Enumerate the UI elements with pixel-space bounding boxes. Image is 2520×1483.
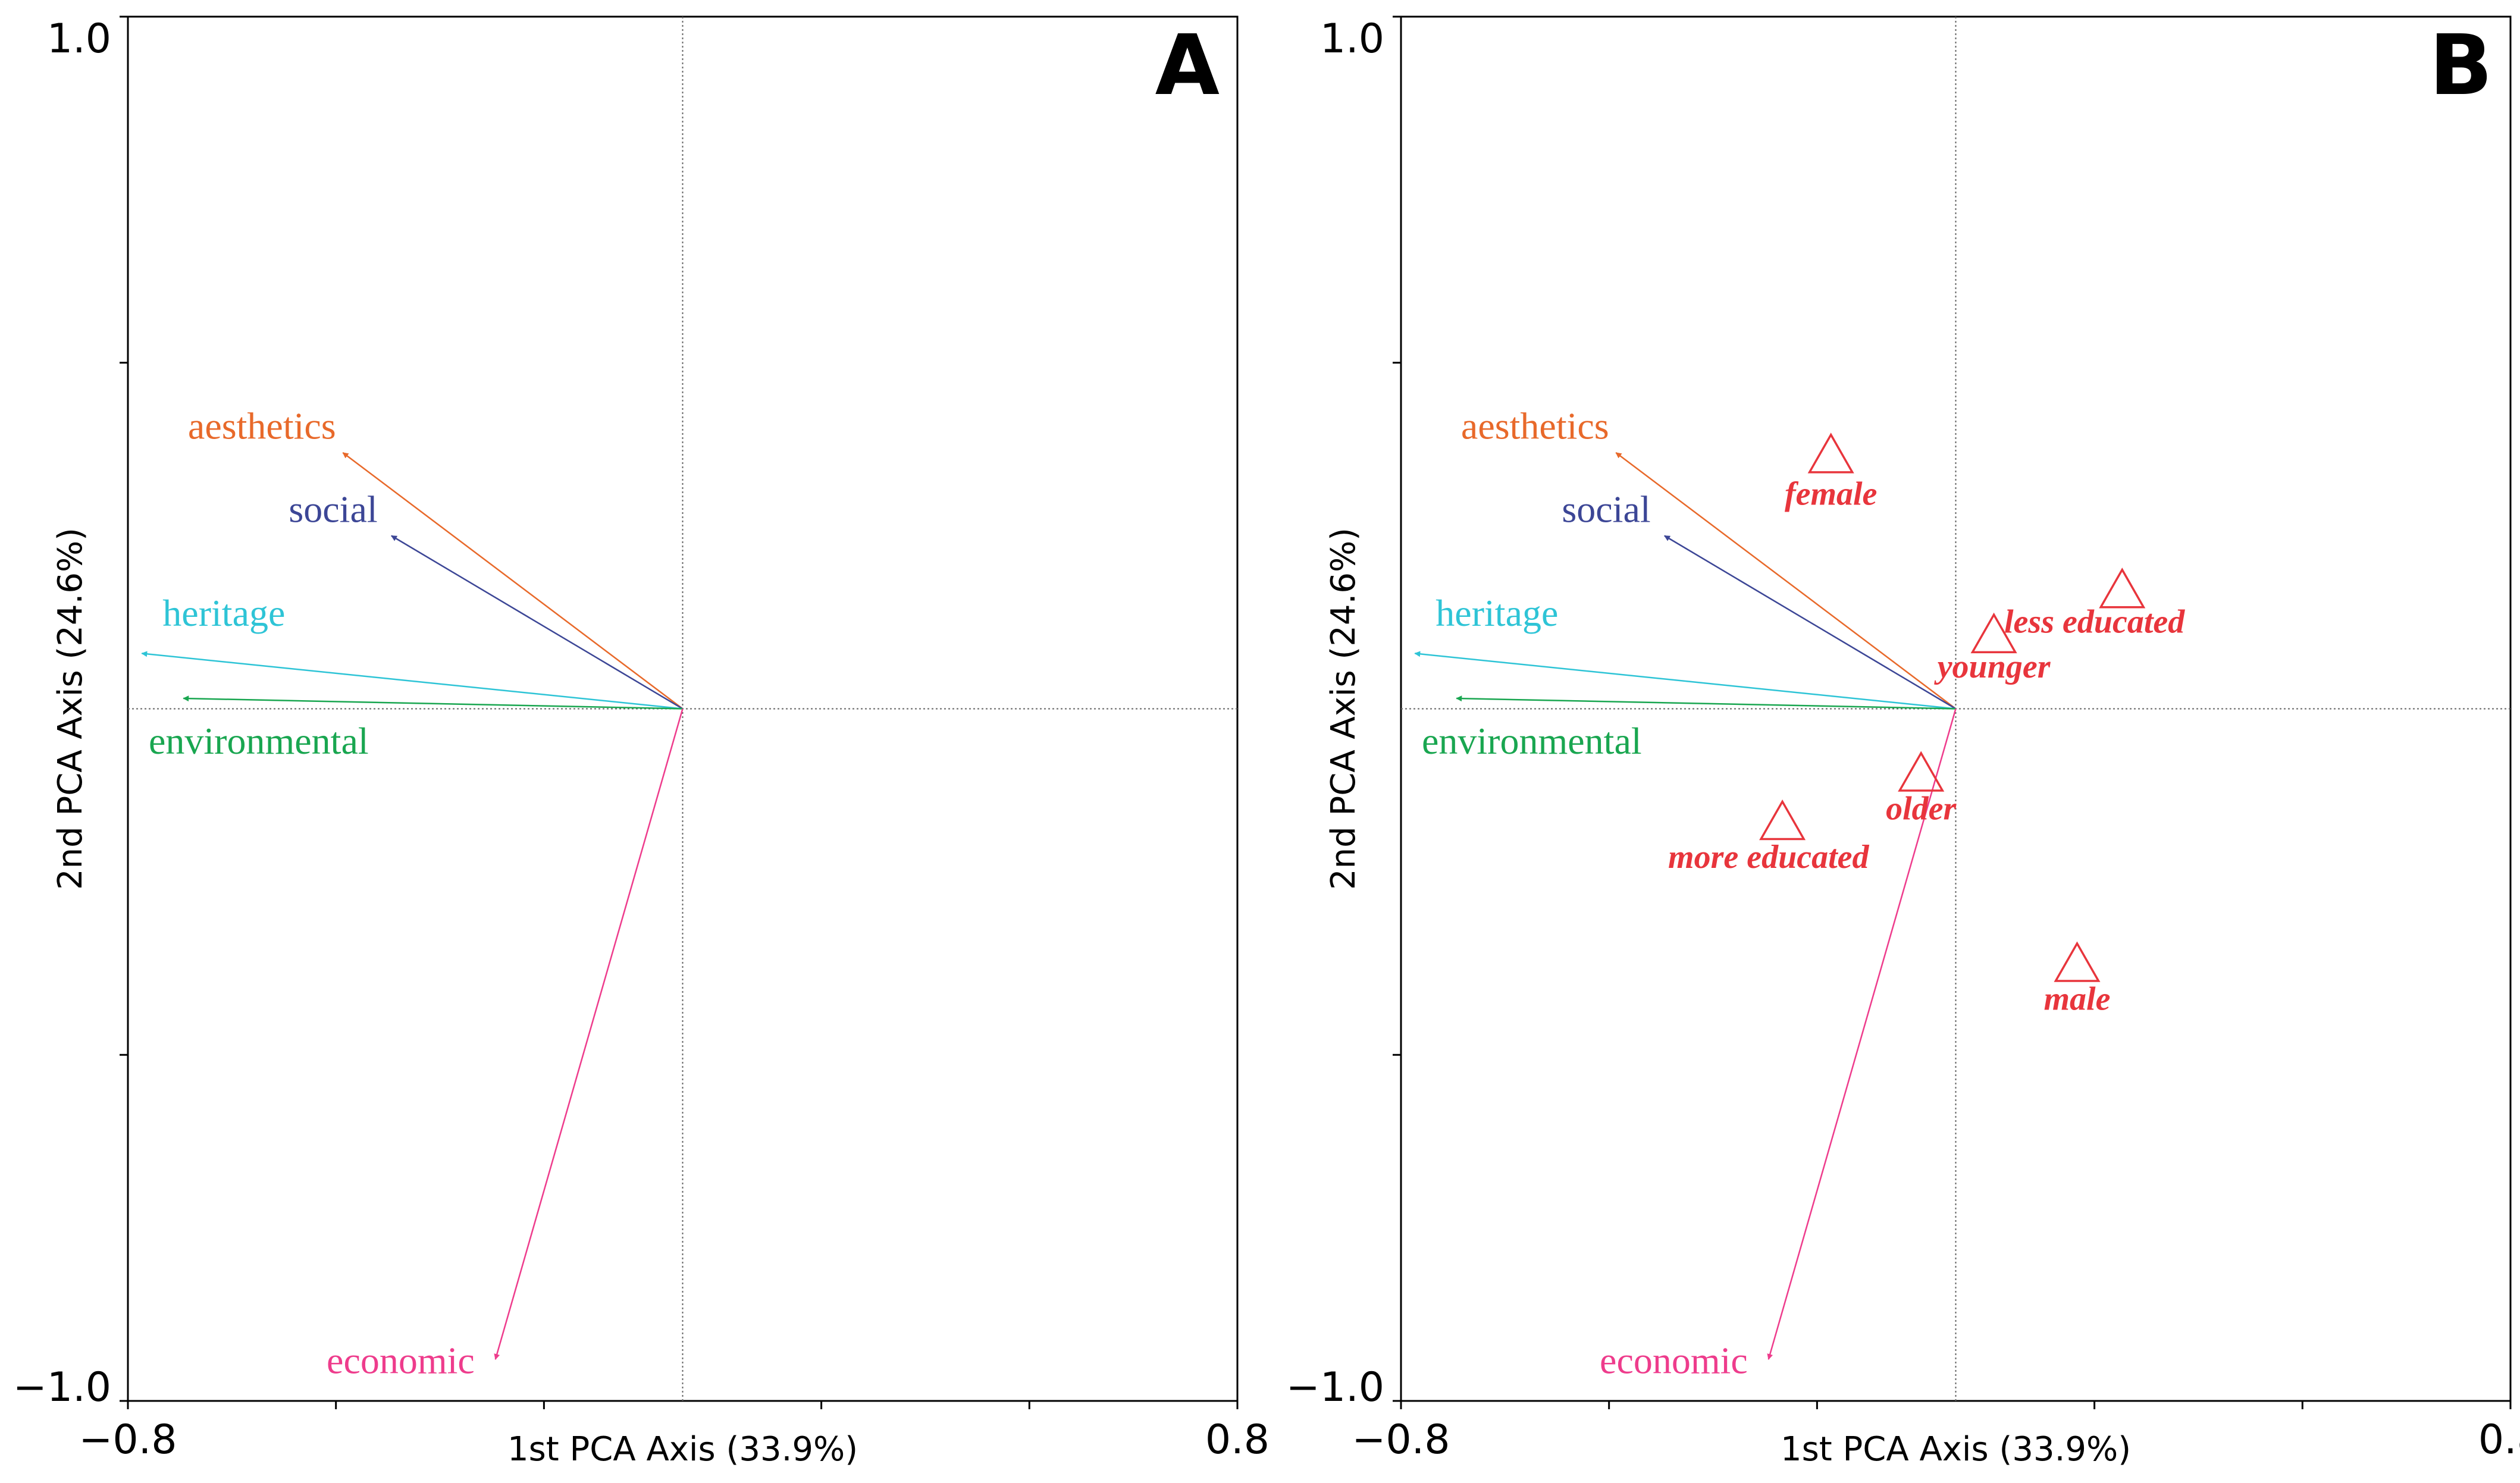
vector-aesthetics xyxy=(1615,452,1957,710)
point-label-more-educated: more educated xyxy=(1668,839,1869,876)
x-axis-label: 1st PCA Axis (33.9%) xyxy=(1781,1430,2131,1469)
point-label-older: older xyxy=(1886,791,1957,827)
vector-label-social: social xyxy=(289,488,377,530)
vector-environmental xyxy=(1456,695,1956,710)
point-male xyxy=(2054,941,2101,982)
y-tick-label: 1.0 xyxy=(1320,15,1384,62)
point-label-younger: younger xyxy=(1934,648,2051,685)
point-female xyxy=(1807,432,1854,474)
x-tick-label: 0.8 xyxy=(2478,1416,2520,1463)
vector-heritage xyxy=(1414,651,1956,710)
vector-label-social: social xyxy=(1562,488,1650,530)
panel-a: −0.8 0.8 1.0 −1.0 1st PCA Axis (33.9%) 2nd PC… xyxy=(13,15,1270,1469)
point-younger xyxy=(1970,612,2017,654)
y-tick-label: −1.0 xyxy=(1286,1364,1384,1411)
x-tick-label: −0.8 xyxy=(79,1416,177,1463)
point-less-educated xyxy=(2099,568,2146,609)
vector-economic xyxy=(494,708,684,1360)
point-label-male: male xyxy=(2043,981,2110,1018)
vector-label-economic: economic xyxy=(327,1339,475,1381)
y-tick-label: −1.0 xyxy=(13,1364,111,1411)
panel-label: B xyxy=(2429,17,2493,114)
vector-social xyxy=(391,535,684,710)
panel-b: −0.8 0.8 1.0 −1.0 1st PCA Axis (33.9%) 2nd PC… xyxy=(1286,15,2520,1469)
vector-label-aesthetics: aesthetics xyxy=(188,405,336,447)
vector-environmental xyxy=(183,695,683,710)
vector-social xyxy=(1664,535,1957,710)
point-more-educated xyxy=(1759,799,1806,841)
vector-label-economic: economic xyxy=(1600,1339,1748,1381)
panel-label: A xyxy=(1155,17,1220,114)
point-label-less-educated: less educated xyxy=(2004,604,2185,641)
vector-label-heritage: heritage xyxy=(162,592,285,634)
point-older xyxy=(1898,751,1945,792)
vector-heritage xyxy=(141,651,683,710)
x-tick-label: −0.8 xyxy=(1352,1416,1450,1463)
vector-aesthetics xyxy=(342,452,684,710)
y-tick-label: 1.0 xyxy=(47,15,111,62)
x-axis-label: 1st PCA Axis (33.9%) xyxy=(507,1430,858,1469)
vector-label-environmental: environmental xyxy=(1422,720,1642,762)
y-axis-label: 2nd PCA Axis (24.6%) xyxy=(1324,528,1363,890)
vector-label-environmental: environmental xyxy=(149,720,369,762)
vector-label-aesthetics: aesthetics xyxy=(1461,405,1609,447)
y-axis-label: 2nd PCA Axis (24.6%) xyxy=(51,528,90,890)
x-tick-label: 0.8 xyxy=(1205,1416,1270,1463)
vector-economic xyxy=(1767,708,1957,1360)
point-label-female: female xyxy=(1785,475,1877,512)
vector-label-heritage: heritage xyxy=(1435,592,1558,634)
